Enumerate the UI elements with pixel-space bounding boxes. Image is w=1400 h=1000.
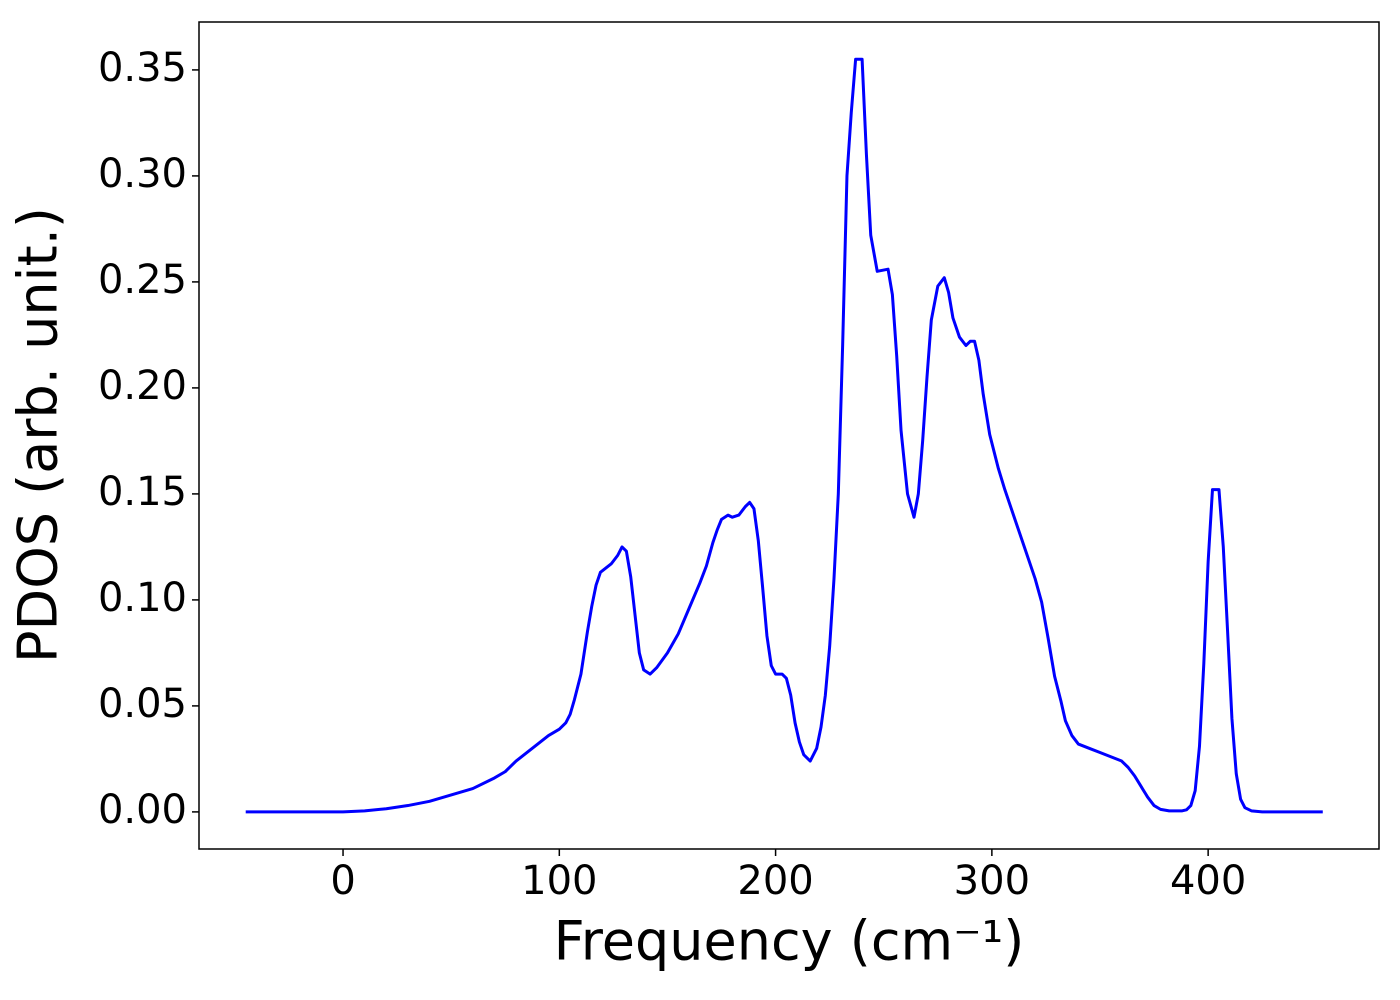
x-axis-label: Frequency (cm⁻¹) <box>554 910 1025 973</box>
y-axis-label: PDOS (arb. unit.) <box>7 207 70 663</box>
y-tick-label: 0.10 <box>98 575 187 621</box>
x-tick-label: 400 <box>1170 858 1246 904</box>
x-tick-label: 0 <box>330 858 355 904</box>
x-tick-label: 200 <box>737 858 813 904</box>
y-tick-label: 0.35 <box>98 45 187 91</box>
x-tick-label: 100 <box>521 858 597 904</box>
y-tick-label: 0.00 <box>98 787 187 833</box>
y-tick-label: 0.15 <box>98 469 187 515</box>
y-tick-label: 0.05 <box>98 681 187 727</box>
x-tick-label: 300 <box>954 858 1030 904</box>
plot-frame <box>198 21 1380 850</box>
y-tick-label: 0.20 <box>98 363 187 409</box>
y-tick-label: 0.25 <box>98 257 187 303</box>
line-series <box>245 57 1323 814</box>
y-tick-label: 0.30 <box>98 151 187 197</box>
